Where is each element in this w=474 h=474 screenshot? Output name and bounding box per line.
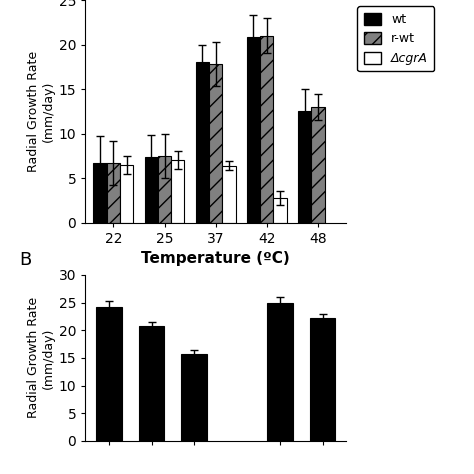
Bar: [273, 198, 287, 223]
Bar: [260, 36, 273, 223]
Bar: [93, 163, 107, 223]
Bar: [145, 157, 158, 223]
Bar: [158, 156, 171, 223]
X-axis label: Temperature (ºC): Temperature (ºC): [141, 251, 290, 266]
Legend: wt, r-wt, ΔcgrA: wt, r-wt, ΔcgrA: [357, 6, 434, 71]
Bar: [139, 327, 164, 441]
Bar: [107, 163, 120, 223]
Bar: [298, 111, 311, 223]
Bar: [120, 165, 133, 223]
Bar: [247, 37, 260, 223]
Y-axis label: Radial Growth Rate
(mm/day): Radial Growth Rate (mm/day): [27, 51, 55, 172]
Bar: [171, 160, 184, 223]
Bar: [222, 166, 236, 223]
Bar: [311, 107, 325, 223]
Bar: [96, 307, 122, 441]
Bar: [267, 302, 292, 441]
Bar: [310, 318, 335, 441]
Bar: [196, 63, 209, 223]
Y-axis label: Radial Growth Rate
(mm/day): Radial Growth Rate (mm/day): [27, 297, 55, 419]
Text: B: B: [19, 251, 31, 269]
Bar: [182, 354, 207, 441]
Bar: [209, 64, 222, 223]
